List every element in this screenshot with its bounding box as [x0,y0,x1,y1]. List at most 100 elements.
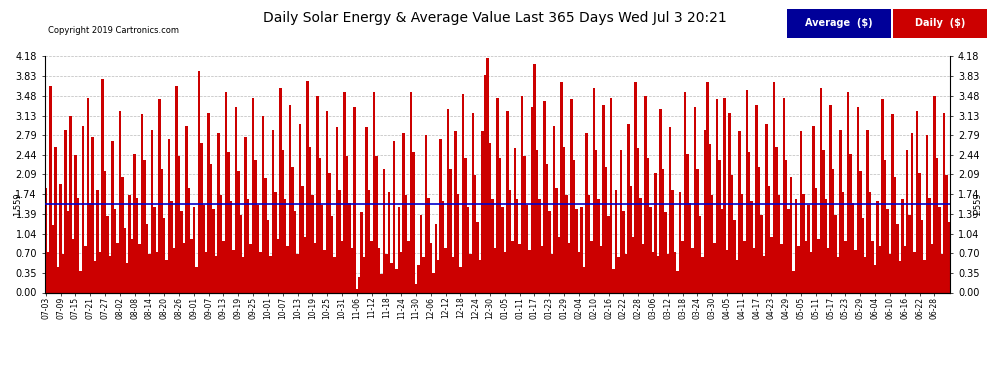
Bar [931,244,934,292]
Bar [218,133,220,292]
Bar [124,228,126,292]
Bar [625,254,627,292]
Bar [50,86,51,292]
Bar [704,130,706,292]
Bar [403,133,405,292]
Bar [76,198,79,292]
Bar [805,240,807,292]
Bar [521,96,524,292]
Bar [871,240,874,292]
Bar [306,81,309,292]
Bar [116,243,119,292]
Bar [945,175,948,292]
Bar [417,266,420,292]
Bar [66,210,69,292]
Bar [545,164,548,292]
Bar [775,147,777,292]
Bar [731,175,734,292]
Bar [651,252,654,292]
Bar [365,128,368,292]
Bar [671,190,674,292]
Bar [131,239,134,292]
Bar [331,216,334,292]
Bar [319,158,321,292]
Bar [649,207,651,292]
Bar [126,263,129,292]
Bar [699,216,701,292]
Bar [792,271,795,292]
Bar [620,150,622,292]
Bar [311,195,314,292]
Bar [743,240,745,292]
Bar [94,261,96,292]
Bar [669,128,671,292]
Bar [353,107,355,292]
Bar [454,131,456,292]
Bar [854,250,856,292]
Bar [548,210,550,292]
Bar [405,195,407,292]
Text: 1.559: 1.559 [973,193,982,216]
Bar [558,237,560,292]
Bar [797,246,800,292]
Bar [427,198,430,292]
Bar [99,252,101,292]
Bar [326,111,329,292]
Bar [835,214,837,292]
Bar [227,152,230,292]
Bar [430,243,432,292]
Bar [534,64,536,292]
Bar [630,186,632,292]
Bar [261,116,264,292]
Bar [64,130,66,292]
Bar [815,188,817,292]
Bar [291,167,294,292]
Bar [879,246,881,292]
Bar [180,210,183,292]
Bar [395,269,398,292]
Bar [259,252,261,292]
Bar [701,258,704,292]
Bar [573,160,575,292]
Bar [373,92,375,292]
Bar [79,271,81,292]
Bar [348,203,350,292]
Bar [741,194,743,292]
Bar [223,240,225,292]
Bar [461,93,464,292]
Bar [213,209,215,292]
Bar [346,156,348,292]
Bar [210,164,213,292]
Bar [329,172,331,292]
Bar [876,201,879,292]
Bar [943,113,945,292]
Bar [225,92,227,292]
Bar [516,199,519,292]
Bar [934,96,936,292]
Bar [654,172,656,292]
Bar [339,190,341,292]
Bar [617,258,620,292]
Bar [269,256,271,292]
Bar [602,105,605,292]
Bar [139,244,141,292]
Bar [590,240,592,292]
Bar [370,240,373,292]
Bar [578,252,580,292]
Bar [612,269,615,292]
Bar [506,111,509,292]
Bar [758,167,760,292]
Bar [679,192,681,292]
Bar [846,92,849,292]
Bar [874,266,876,292]
Bar [170,201,173,292]
Bar [765,124,768,292]
Bar [185,126,188,292]
Bar [459,267,461,292]
Bar [56,267,59,292]
Bar [795,199,797,292]
Bar [254,160,256,292]
Bar [627,124,630,292]
Bar [768,186,770,292]
Bar [208,113,210,292]
